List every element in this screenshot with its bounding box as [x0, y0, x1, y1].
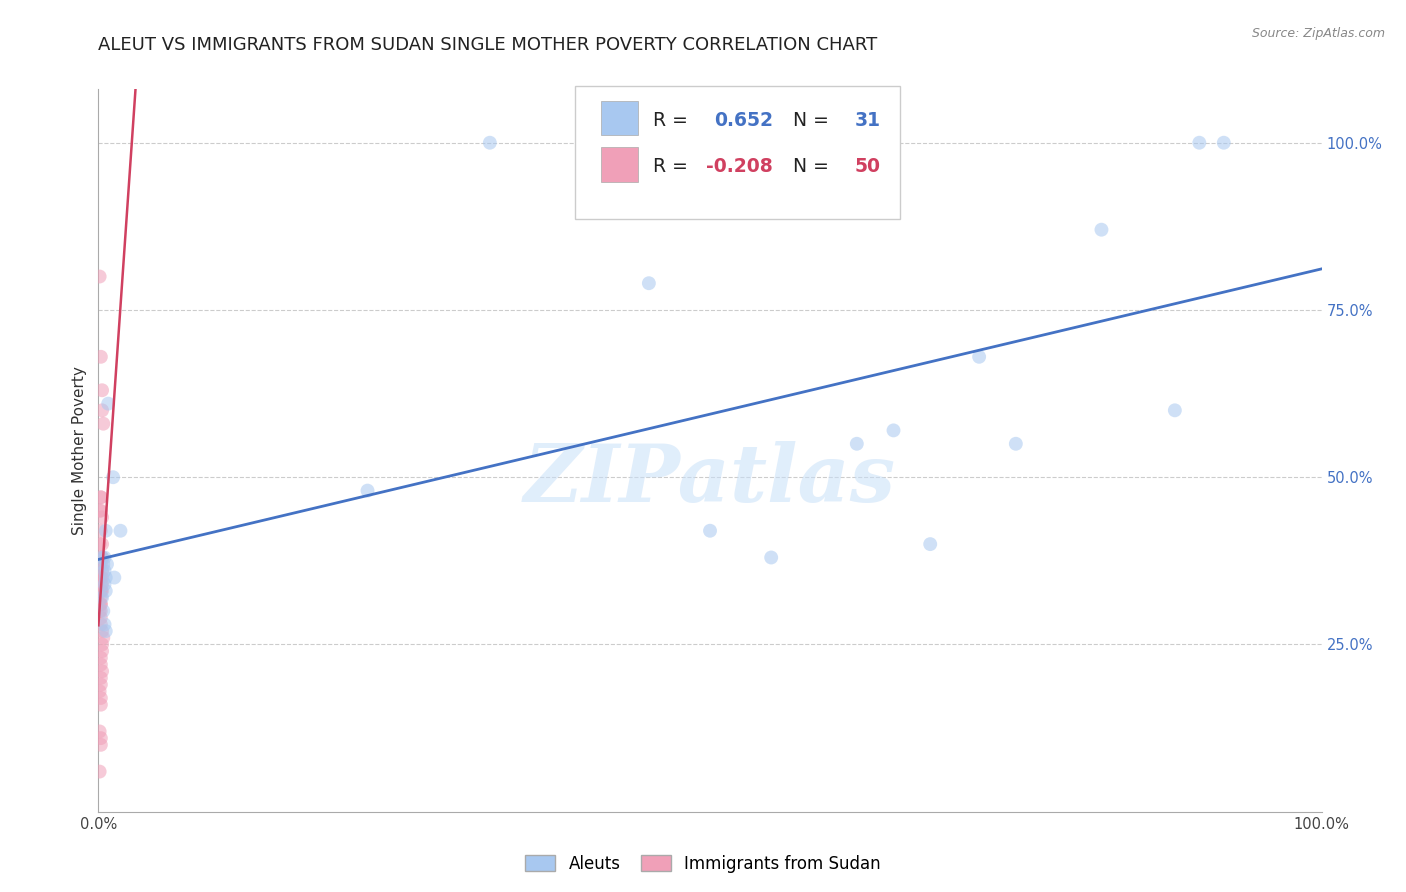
Point	[90, 598, 112, 612]
Point	[90, 557, 112, 572]
Point	[91, 403, 114, 417]
FancyBboxPatch shape	[602, 101, 638, 136]
Point	[91, 604, 114, 618]
Point	[91, 624, 114, 639]
Point	[90, 350, 112, 364]
Point	[761, 550, 783, 565]
Point	[90, 577, 112, 591]
Point	[90, 731, 112, 746]
Text: ZIPatlas: ZIPatlas	[524, 441, 896, 518]
Point	[91, 644, 114, 658]
Point	[89, 598, 111, 612]
Point	[1164, 403, 1187, 417]
Point	[96, 557, 118, 572]
Point	[920, 537, 942, 551]
Point	[89, 724, 111, 739]
Point	[101, 470, 124, 484]
Point	[91, 591, 114, 605]
Legend: Aleuts, Immigrants from Sudan: Aleuts, Immigrants from Sudan	[519, 848, 887, 880]
FancyBboxPatch shape	[575, 86, 900, 219]
Point	[94, 524, 117, 538]
Point	[93, 564, 115, 578]
Point	[91, 384, 114, 398]
Point	[90, 698, 112, 712]
Point	[91, 637, 114, 651]
Point	[883, 424, 905, 438]
Point	[90, 657, 112, 672]
Point	[90, 690, 112, 705]
Point	[967, 350, 990, 364]
Point	[91, 510, 114, 524]
Point	[699, 524, 721, 538]
Point	[90, 671, 112, 685]
Point	[89, 503, 111, 517]
Text: N =: N =	[793, 111, 835, 129]
Point	[89, 537, 111, 551]
Point	[90, 491, 112, 505]
Point	[90, 651, 112, 665]
Text: R =: R =	[652, 157, 693, 176]
Text: 31: 31	[855, 111, 880, 129]
FancyBboxPatch shape	[602, 147, 638, 182]
Point	[90, 491, 112, 505]
Point	[89, 571, 111, 585]
Point	[89, 764, 111, 779]
Point	[478, 136, 501, 150]
Point	[91, 631, 114, 645]
Point	[91, 550, 114, 565]
Point	[91, 417, 114, 431]
Point	[91, 564, 114, 578]
Point	[356, 483, 378, 498]
Text: -0.208: -0.208	[706, 157, 773, 176]
Point	[90, 598, 112, 612]
Point	[90, 611, 112, 625]
Text: 50: 50	[855, 157, 880, 176]
Point	[91, 537, 114, 551]
Point	[90, 571, 112, 585]
Point	[1004, 436, 1026, 450]
Text: R =: R =	[652, 111, 693, 129]
Point	[97, 396, 120, 410]
Point	[845, 436, 868, 450]
Text: 0.652: 0.652	[714, 111, 773, 129]
Point	[637, 277, 661, 291]
Point	[89, 557, 111, 572]
Point	[89, 604, 111, 618]
Point	[91, 550, 114, 565]
Point	[103, 571, 125, 585]
Point	[91, 664, 114, 679]
Y-axis label: Single Mother Poverty: Single Mother Poverty	[72, 366, 87, 535]
Point	[90, 584, 112, 599]
Point	[94, 584, 117, 599]
Point	[90, 503, 112, 517]
Point	[90, 524, 112, 538]
Point	[90, 678, 112, 692]
Point	[91, 571, 114, 585]
Text: N =: N =	[793, 157, 835, 176]
Point	[90, 738, 112, 752]
Point	[110, 524, 132, 538]
Text: Source: ZipAtlas.com: Source: ZipAtlas.com	[1251, 27, 1385, 40]
Point	[90, 604, 112, 618]
Point	[90, 617, 112, 632]
Point	[90, 591, 112, 605]
Point	[91, 557, 114, 572]
Point	[1188, 136, 1211, 150]
Point	[89, 269, 111, 284]
Text: ALEUT VS IMMIGRANTS FROM SUDAN SINGLE MOTHER POVERTY CORRELATION CHART: ALEUT VS IMMIGRANTS FROM SUDAN SINGLE MO…	[98, 36, 877, 54]
Point	[94, 624, 117, 639]
Point	[90, 584, 112, 599]
Point	[1090, 223, 1112, 237]
Point	[94, 571, 117, 585]
Point	[90, 550, 112, 565]
Point	[89, 684, 111, 698]
Point	[93, 617, 115, 632]
Point	[93, 577, 115, 591]
Point	[1212, 136, 1234, 150]
Point	[93, 550, 115, 565]
Point	[91, 584, 114, 599]
Point	[91, 577, 114, 591]
